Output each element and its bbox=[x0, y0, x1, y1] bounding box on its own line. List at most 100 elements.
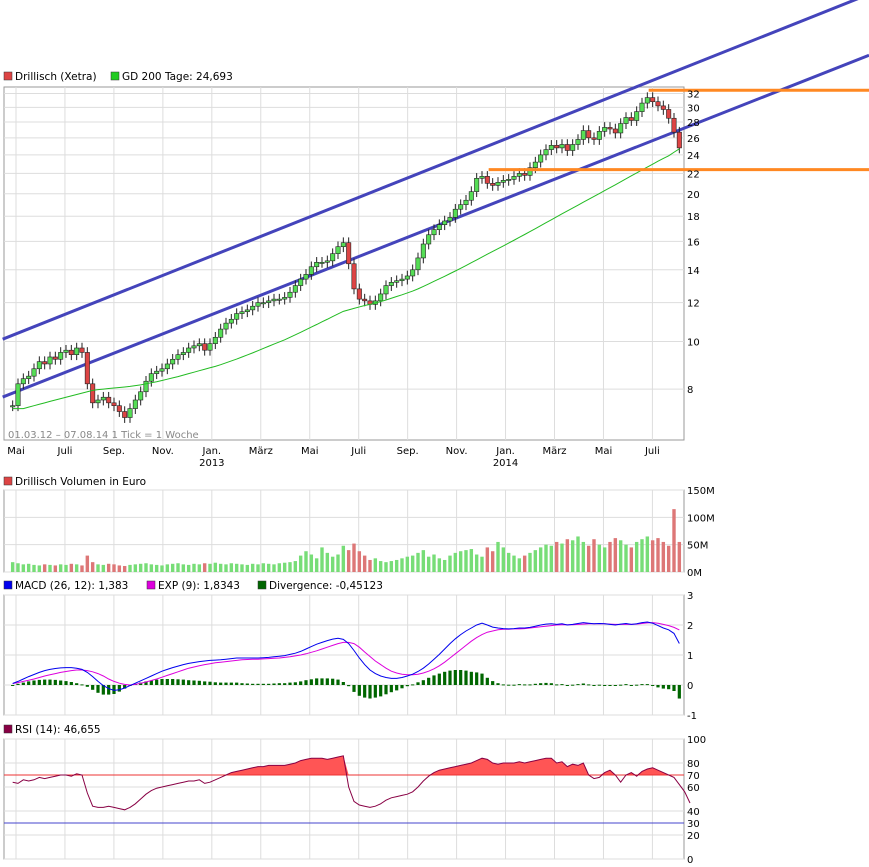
x-tick-label: Mai bbox=[595, 446, 613, 457]
candle-body bbox=[580, 130, 586, 140]
exp-legend-label: EXP (9): 1,8343 bbox=[158, 580, 240, 592]
price-tick-label: 26 bbox=[687, 134, 700, 145]
candle-body bbox=[415, 257, 421, 271]
ma200-line bbox=[12, 148, 680, 410]
macd-tick-label: 3 bbox=[687, 591, 693, 602]
divergence-bar bbox=[229, 682, 233, 685]
channel-lower-line bbox=[2, 53, 869, 399]
macd-tick-label: 2 bbox=[687, 621, 693, 632]
rsi-tick-label: 20 bbox=[687, 831, 700, 842]
divergence-bar bbox=[149, 680, 153, 685]
volume-bar bbox=[634, 541, 639, 572]
divergence-bar bbox=[624, 684, 628, 686]
divergence-bar bbox=[341, 682, 345, 685]
divergence-bar bbox=[64, 681, 68, 685]
volume-bar bbox=[16, 563, 20, 572]
divergence-bar bbox=[645, 684, 649, 686]
divergence-bar bbox=[400, 685, 404, 689]
candle-body bbox=[47, 356, 53, 365]
candle-body bbox=[36, 361, 42, 370]
candle-body bbox=[383, 285, 389, 295]
volume-bar bbox=[528, 552, 532, 572]
x-tick-label: Mai bbox=[7, 446, 25, 457]
candle-body bbox=[404, 275, 410, 280]
candle-body bbox=[244, 309, 250, 313]
divergence-bar bbox=[672, 685, 676, 691]
divergence-bar bbox=[629, 685, 633, 686]
volume-bar bbox=[309, 554, 314, 572]
divergence-bar bbox=[288, 682, 292, 685]
volume-bar bbox=[138, 563, 143, 572]
volume-bar bbox=[154, 564, 159, 572]
candle-body bbox=[84, 352, 90, 385]
volume-bar bbox=[586, 545, 591, 572]
ma-legend-swatch bbox=[110, 71, 120, 81]
rsi-tick-label: 40 bbox=[687, 807, 700, 818]
rsi-tick-label: 0 bbox=[687, 855, 693, 866]
volume-bar bbox=[96, 564, 100, 572]
volume-bar bbox=[480, 556, 484, 572]
x-tick-label: Nov. bbox=[152, 446, 174, 457]
divergence-bar bbox=[336, 679, 340, 685]
candle-body bbox=[431, 229, 437, 236]
volume-bar bbox=[453, 552, 458, 572]
divergence-bar bbox=[512, 684, 516, 686]
candle-body bbox=[612, 128, 618, 134]
volume-bar bbox=[341, 545, 346, 572]
candle-body bbox=[10, 405, 16, 408]
candle-body bbox=[650, 97, 656, 103]
volume-bar bbox=[208, 563, 212, 572]
divergence-bar bbox=[469, 671, 473, 685]
candle-body bbox=[164, 363, 170, 370]
volume-bar bbox=[570, 540, 575, 572]
candle-body bbox=[426, 234, 432, 245]
candle-body bbox=[666, 109, 672, 119]
volume-bar bbox=[256, 564, 260, 572]
candle-body bbox=[548, 145, 554, 150]
divergence-bar bbox=[272, 683, 276, 685]
macd-legend: MACD (26, 12): 1,383 EXP (9): 1,8343 Div… bbox=[3, 580, 383, 592]
volume-bar bbox=[240, 564, 244, 572]
macd-grid bbox=[4, 594, 684, 716]
candle-body bbox=[106, 396, 112, 404]
year-label: 2013 bbox=[199, 458, 224, 469]
divergence-bar bbox=[251, 683, 255, 685]
volume-bar bbox=[442, 559, 447, 572]
candle-body bbox=[394, 280, 400, 283]
x-tick-label: Jan. bbox=[495, 446, 515, 457]
volume-bar bbox=[234, 563, 239, 572]
candle-body bbox=[570, 144, 576, 151]
candle-body bbox=[330, 253, 336, 262]
rsi-legend-label: RSI (14): 46,655 bbox=[15, 724, 101, 736]
volume-bar bbox=[613, 538, 618, 572]
divergence-bar bbox=[373, 685, 377, 698]
candle-body bbox=[170, 358, 176, 365]
candle-body bbox=[143, 380, 149, 393]
divergence-bar bbox=[603, 685, 607, 686]
candle-body bbox=[298, 278, 304, 286]
divergence-bar bbox=[85, 685, 89, 687]
candle-body bbox=[314, 262, 320, 268]
volume-bar bbox=[549, 545, 554, 572]
divergence-bar bbox=[261, 683, 265, 685]
divergence-bar bbox=[576, 684, 580, 686]
volume-bars bbox=[10, 509, 682, 572]
volume-bar bbox=[656, 538, 660, 572]
divergence-bar bbox=[240, 683, 244, 685]
volume-bar bbox=[42, 564, 47, 572]
volume-bar bbox=[48, 564, 52, 572]
candle-body bbox=[639, 102, 645, 112]
volume-bar bbox=[314, 558, 319, 572]
x-tick-label: März bbox=[249, 446, 273, 457]
macd-tick-label: 0 bbox=[687, 681, 693, 692]
divergence-bar bbox=[139, 682, 143, 685]
volume-bar bbox=[245, 564, 250, 572]
volume-bar bbox=[288, 562, 292, 572]
volume-bar bbox=[90, 562, 95, 572]
candle-body bbox=[452, 208, 458, 218]
volume-bar bbox=[325, 552, 330, 572]
candle-body bbox=[532, 161, 538, 168]
candle-body bbox=[79, 347, 85, 353]
candle-body bbox=[292, 285, 298, 293]
